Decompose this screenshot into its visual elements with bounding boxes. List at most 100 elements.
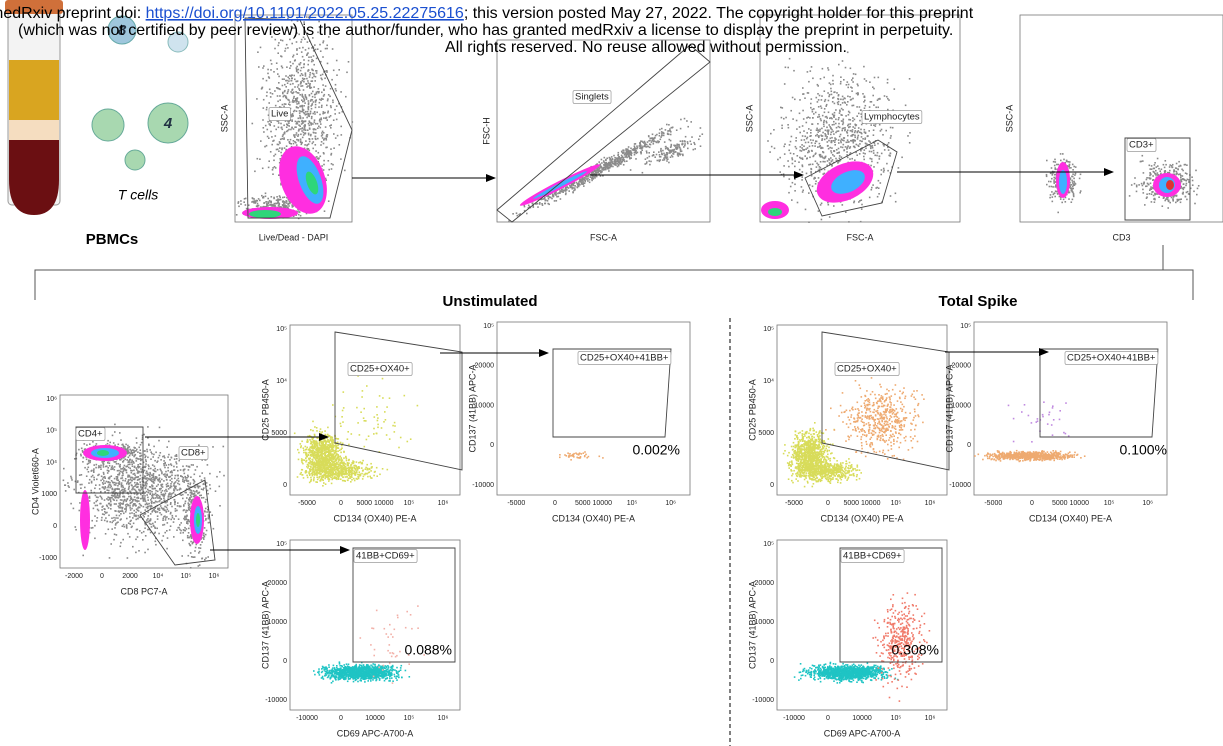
event-dot [1155, 169, 1157, 172]
event-dot [312, 147, 314, 150]
event-dot [314, 96, 316, 99]
event-dot [291, 101, 294, 103]
event-dot [300, 38, 303, 41]
event-dot [1054, 190, 1057, 192]
event-dot [801, 164, 804, 166]
event-dot [290, 114, 292, 116]
event-dot [1166, 198, 1169, 201]
event-dot [610, 156, 613, 158]
event-dot [808, 128, 810, 130]
event-dot [1139, 160, 1142, 163]
event-dot [1074, 174, 1076, 176]
event-dot [653, 151, 655, 153]
event-dot [1070, 187, 1072, 190]
event-dot [801, 179, 803, 181]
event-dot [330, 106, 332, 109]
event-dot [908, 78, 911, 80]
event-dot [877, 187, 880, 189]
event-dot [315, 91, 318, 94]
event-dot [1149, 182, 1152, 185]
event-dot [686, 141, 689, 143]
event-dot [1073, 177, 1075, 180]
event-dot [136, 483, 139, 485]
event-dot [138, 500, 140, 502]
event-dot [833, 120, 835, 123]
event-dot [840, 107, 843, 110]
event-dot [309, 113, 311, 115]
event-dot [283, 78, 285, 80]
event-dot [322, 152, 325, 154]
event-dot [193, 494, 196, 497]
event-dot [668, 130, 670, 132]
event-dot [171, 516, 174, 519]
event-dot [1071, 190, 1073, 193]
event-dot [254, 202, 256, 204]
event-dot [869, 101, 872, 103]
event-dot [1074, 166, 1077, 168]
event-dot [148, 486, 151, 488]
event-dot [125, 509, 127, 511]
event-dot [102, 466, 105, 468]
event-dot [322, 41, 324, 44]
event-dot [95, 496, 98, 498]
event-dot [630, 151, 633, 154]
gate [1124, 137, 1191, 221]
event-dot [106, 520, 108, 523]
event-dot [161, 486, 164, 488]
event-dot [1050, 185, 1053, 188]
event-dot [658, 159, 660, 162]
event-dot [852, 73, 855, 75]
event-dot [105, 504, 108, 507]
event-dot [182, 469, 185, 471]
event-dot [137, 485, 139, 488]
event-dot [908, 142, 911, 144]
event-dot [909, 132, 911, 134]
event-dot [838, 117, 840, 119]
event-dot [161, 539, 163, 542]
event-dot [189, 498, 191, 501]
event-dot [1175, 173, 1178, 175]
event-dot [278, 82, 280, 84]
event-dot [140, 493, 142, 496]
event-dot [100, 468, 102, 470]
event-dot [150, 523, 152, 526]
event-dot [639, 147, 641, 149]
event-dot [122, 479, 124, 482]
event-dot [76, 481, 79, 483]
event-dot [125, 525, 128, 527]
event-dot [781, 124, 783, 127]
event-dot [281, 137, 284, 140]
event-dot [286, 196, 288, 199]
event-dot [669, 139, 672, 142]
event-dot [846, 81, 849, 83]
event-dot [96, 508, 99, 511]
event-dot [670, 145, 672, 147]
event-dot [856, 106, 858, 108]
event-dot [825, 105, 827, 107]
event-dot [124, 511, 127, 513]
event-dot [78, 474, 81, 476]
event-dot [846, 132, 849, 134]
event-dot [527, 207, 530, 209]
event-dot [1073, 180, 1075, 183]
event-dot [156, 511, 159, 513]
event-dot [115, 534, 118, 536]
event-dot [1172, 198, 1174, 201]
event-dot [160, 501, 163, 504]
event-dot [127, 479, 130, 481]
event-dot [791, 181, 794, 184]
event-dot [1150, 188, 1152, 190]
event-dot [306, 144, 308, 147]
event-dot [305, 110, 307, 113]
gate-label: Lymphocytes [864, 112, 920, 123]
event-dot [294, 78, 296, 81]
event-dot [101, 516, 103, 519]
event-dot [588, 181, 591, 184]
event-dot [70, 475, 72, 478]
event-dot [677, 152, 679, 155]
event-dot [318, 119, 321, 122]
event-dot [295, 110, 298, 112]
event-dot [173, 518, 175, 520]
event-dot [825, 137, 828, 140]
event-dot [182, 478, 184, 481]
